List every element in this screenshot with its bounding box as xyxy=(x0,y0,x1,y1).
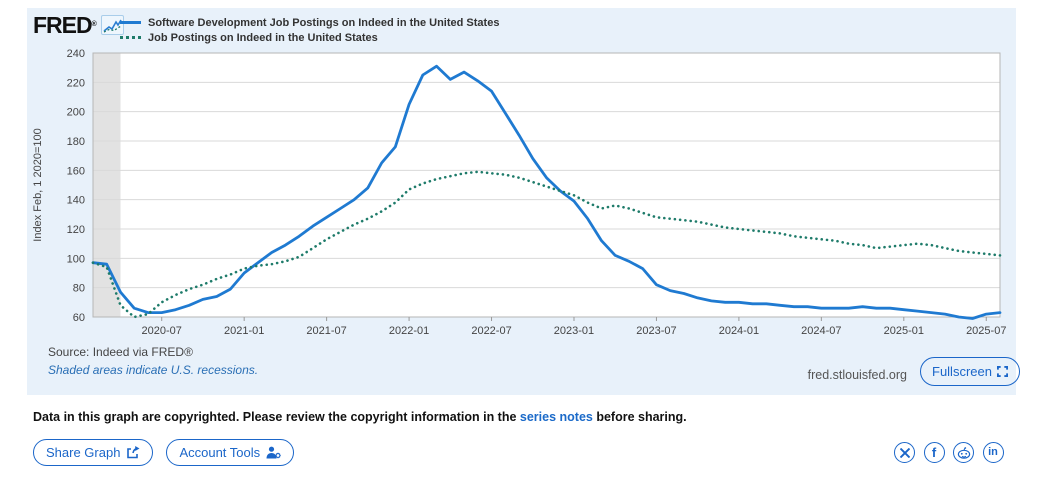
legend-label: Software Development Job Postings on Ind… xyxy=(148,16,500,29)
user-gear-icon xyxy=(266,446,281,459)
svg-text:2025-07: 2025-07 xyxy=(966,325,1006,337)
share-icon xyxy=(126,446,140,459)
svg-text:120: 120 xyxy=(67,224,85,236)
copyright-text-prefix: Data in this graph are copyrighted. Plea… xyxy=(33,410,520,424)
svg-text:80: 80 xyxy=(73,283,85,295)
svg-text:220: 220 xyxy=(67,77,85,89)
source-note: Source: Indeed via FRED® xyxy=(48,345,193,359)
fred-logo: FRED® xyxy=(33,12,97,38)
svg-text:180: 180 xyxy=(67,136,85,148)
copyright-note: Data in this graph are copyrighted. Plea… xyxy=(33,410,687,424)
svg-text:2023-01: 2023-01 xyxy=(554,325,594,337)
facebook-icon[interactable]: f xyxy=(923,442,945,463)
x-twitter-icon[interactable] xyxy=(894,442,915,463)
chart-plot[interactable]: 60 80 100 120 140 160 180 200 220 240 2020-07 2021-… xyxy=(27,8,1016,342)
fred-logo-block[interactable]: FRED® xyxy=(33,13,124,37)
action-buttons: Share Graph Account Tools xyxy=(33,439,295,466)
svg-text:Index Feb, 1 2020=100: Index Feb, 1 2020=100 xyxy=(32,128,44,241)
svg-text:2022-01: 2022-01 xyxy=(389,325,429,337)
reddit-icon[interactable] xyxy=(953,442,974,463)
legend-swatch-dotted xyxy=(120,36,141,39)
svg-text:100: 100 xyxy=(67,253,85,265)
svg-text:140: 140 xyxy=(67,195,85,207)
svg-text:240: 240 xyxy=(67,48,85,60)
fullscreen-label: Fullscreen xyxy=(932,364,992,379)
legend-item-all-postings: Job Postings on Indeed in the United Sta… xyxy=(120,30,499,45)
svg-text:2021-01: 2021-01 xyxy=(224,325,264,337)
svg-text:2025-01: 2025-01 xyxy=(884,325,924,337)
svg-text:200: 200 xyxy=(67,107,85,119)
svg-text:2020-07: 2020-07 xyxy=(142,325,182,337)
legend-item-software-dev: Software Development Job Postings on Ind… xyxy=(120,15,499,30)
svg-text:160: 160 xyxy=(67,165,85,177)
share-graph-button[interactable]: Share Graph xyxy=(33,439,154,466)
chart-legend: Software Development Job Postings on Ind… xyxy=(120,15,499,45)
social-share-bar: f in xyxy=(894,442,1004,463)
registered-mark: ® xyxy=(91,21,97,28)
svg-text:2023-07: 2023-07 xyxy=(636,325,676,337)
fred-site-label: fred.stlouisfed.org xyxy=(807,368,907,382)
svg-text:2024-01: 2024-01 xyxy=(719,325,759,337)
series-notes-link[interactable]: series notes xyxy=(519,410,593,424)
share-graph-label: Share Graph xyxy=(46,445,121,460)
svg-text:2024-07: 2024-07 xyxy=(801,325,841,337)
svg-text:2022-07: 2022-07 xyxy=(471,325,511,337)
svg-text:2021-07: 2021-07 xyxy=(306,325,346,337)
account-tools-button[interactable]: Account Tools xyxy=(166,439,295,466)
legend-swatch-line xyxy=(120,21,141,24)
fullscreen-button[interactable]: Fullscreen xyxy=(920,357,1020,386)
copyright-text-suffix: before sharing. xyxy=(592,410,687,424)
fred-chart-panel: FRED® Software Development Job Postings … xyxy=(27,8,1020,395)
fullscreen-expand-icon xyxy=(996,366,1008,377)
linkedin-icon[interactable]: in xyxy=(982,442,1004,463)
fred-sparkline-icon xyxy=(100,15,124,35)
svg-text:60: 60 xyxy=(73,312,85,324)
recession-note[interactable]: Shaded areas indicate U.S. recessions. xyxy=(48,363,259,377)
legend-label: Job Postings on Indeed in the United Sta… xyxy=(148,31,378,44)
account-tools-label: Account Tools xyxy=(179,445,261,460)
